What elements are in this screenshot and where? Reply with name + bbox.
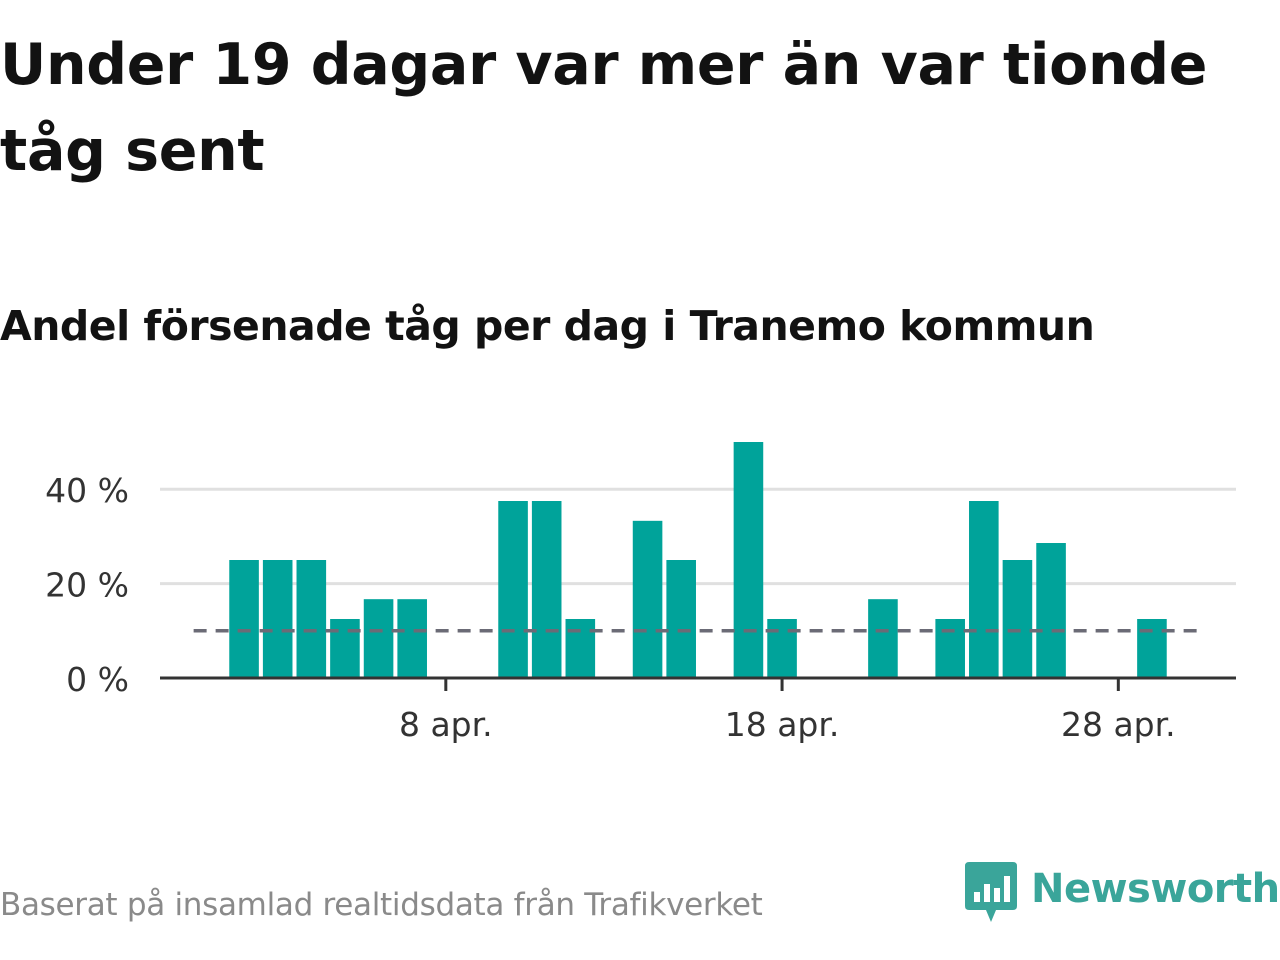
- x-tick-label: 28 apr.: [1061, 705, 1176, 744]
- x-tick-label: 8 apr.: [399, 705, 493, 744]
- bar: [397, 599, 427, 678]
- chart-subtitle: Andel försenade tåg per dag i Tranemo ko…: [0, 302, 1095, 350]
- bar: [531, 501, 562, 678]
- brand: Newsworthy: [965, 862, 1280, 932]
- bar: [498, 501, 528, 678]
- y-tick-label: 0 %: [66, 660, 129, 699]
- bar: [666, 560, 696, 678]
- bar: [632, 520, 663, 678]
- bar: [935, 619, 965, 678]
- bar: [1002, 560, 1033, 678]
- bar: [565, 619, 596, 678]
- bar: [262, 560, 293, 678]
- bar: [1137, 619, 1167, 678]
- x-tick-label: 18 apr.: [725, 705, 840, 744]
- bar: [767, 619, 797, 678]
- bar: [1036, 543, 1066, 678]
- bar-chart: 0 % 20 % 40 % 8 apr. 18 apr. 28 apr.: [45, 442, 1236, 744]
- axes: [160, 676, 1236, 691]
- bars: [229, 442, 1167, 678]
- bar: [733, 442, 764, 678]
- bar: [296, 560, 327, 678]
- bar: [969, 501, 999, 678]
- brand-name: Newsworthy: [1031, 866, 1280, 912]
- y-tick-label: 40 %: [45, 471, 129, 510]
- headline: Under 19 dagar var mer än var tionde tåg…: [0, 32, 1208, 184]
- bar: [330, 619, 360, 678]
- source-note: Baserat på insamlad realtidsdata från Tr…: [0, 887, 763, 923]
- bar: [363, 599, 394, 678]
- bar: [229, 560, 259, 678]
- tick-labels: 0 % 20 % 40 % 8 apr. 18 apr. 28 apr.: [45, 471, 1176, 744]
- newsworthy-logo-icon: [965, 862, 1017, 922]
- y-tick-label: 20 %: [45, 566, 129, 605]
- bar: [868, 599, 898, 678]
